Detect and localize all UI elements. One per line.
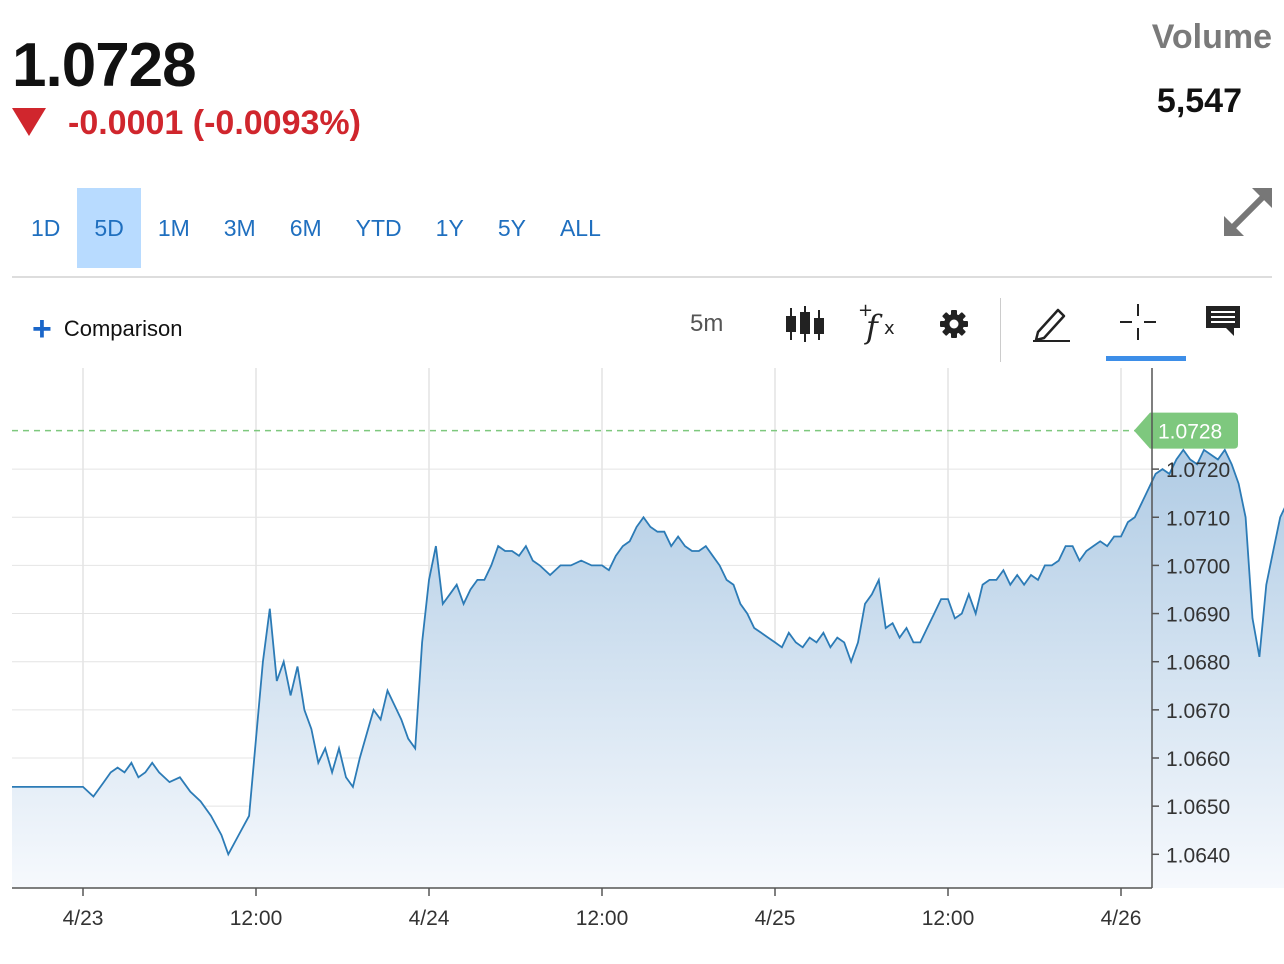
last-price-tag: 1.0728 (1134, 412, 1238, 449)
svg-text:+: + (858, 300, 873, 321)
down-arrow-icon (12, 107, 46, 136)
gear-icon[interactable] (938, 308, 970, 345)
y-tick-label: 1.0650 (1166, 796, 1230, 819)
comparison-button[interactable]: + Comparison (32, 310, 183, 348)
last-price-tag-label: 1.0728 (1158, 421, 1222, 444)
expand-icon[interactable] (1222, 186, 1274, 238)
change-value: -0.0001 (-0.0093%) (68, 104, 361, 142)
y-tick-label: 1.0640 (1166, 844, 1230, 867)
range-tab-all[interactable]: ALL (559, 215, 601, 241)
crosshair-active-indicator (1106, 356, 1186, 361)
price-change: -0.0001 (-0.0093%) (12, 104, 361, 143)
volume-value: 5,547 (1156, 82, 1242, 120)
x-tick-label: 4/23 (63, 907, 104, 930)
range-tab-6m[interactable]: 6M (289, 215, 322, 241)
x-tick-label: 12:00 (230, 907, 283, 930)
range-tab-1d[interactable]: 1D (31, 215, 61, 241)
y-tick-label: 1.0690 (1166, 604, 1230, 627)
range-tab-ytd[interactable]: YTD (355, 215, 402, 241)
price-line (12, 448, 1284, 857)
pencil-draw-icon[interactable] (1030, 302, 1072, 349)
y-tick-label: 1.0670 (1166, 700, 1230, 723)
plus-icon: + (32, 310, 52, 348)
range-tabs: 1D 5D 1M 3M 6M YTD 1Y 5Y ALL (14, 188, 618, 268)
range-tab-1m[interactable]: 1M (157, 215, 190, 241)
toolbar-separator (1000, 298, 1001, 362)
volume-label: Volume (1151, 18, 1272, 56)
range-tab-1y[interactable]: 1Y (435, 215, 464, 241)
x-tick-label: 4/26 (1101, 907, 1142, 930)
svg-text:f: f (864, 308, 883, 346)
header-divider (12, 276, 1272, 278)
y-tick-label: 1.0680 (1166, 652, 1230, 675)
range-tab-5d[interactable]: 5D (77, 188, 141, 268)
range-tab-3m[interactable]: 3M (223, 215, 256, 241)
crosshair-icon[interactable] (1118, 302, 1158, 347)
indicators-fx-icon[interactable]: + f x (856, 300, 902, 353)
y-tick-label: 1.0660 (1166, 748, 1230, 771)
y-tick-label: 1.0710 (1166, 507, 1230, 530)
candlestick-icon[interactable] (784, 304, 826, 349)
price-chart[interactable]: 1.0728 1.0640 1.0650 1.0660 1.0670 1.0680 1.0… (0, 360, 1284, 964)
price-area-fill (12, 449, 1284, 888)
x-tick-label: 12:00 (576, 907, 629, 930)
x-tick-label: 4/25 (755, 907, 796, 930)
comparison-label: Comparison (63, 316, 183, 341)
x-tick-label: 12:00 (922, 907, 975, 930)
last-price: 1.0728 (12, 31, 197, 100)
comment-icon[interactable] (1204, 304, 1242, 343)
y-tick-label: 1.0720 (1166, 459, 1230, 482)
x-tick-label: 4/24 (409, 907, 450, 930)
svg-text:x: x (884, 318, 895, 339)
y-tick-label: 1.0700 (1166, 555, 1230, 578)
range-tab-5y[interactable]: 5Y (497, 215, 526, 241)
interval-selector[interactable]: 5m (690, 310, 724, 337)
